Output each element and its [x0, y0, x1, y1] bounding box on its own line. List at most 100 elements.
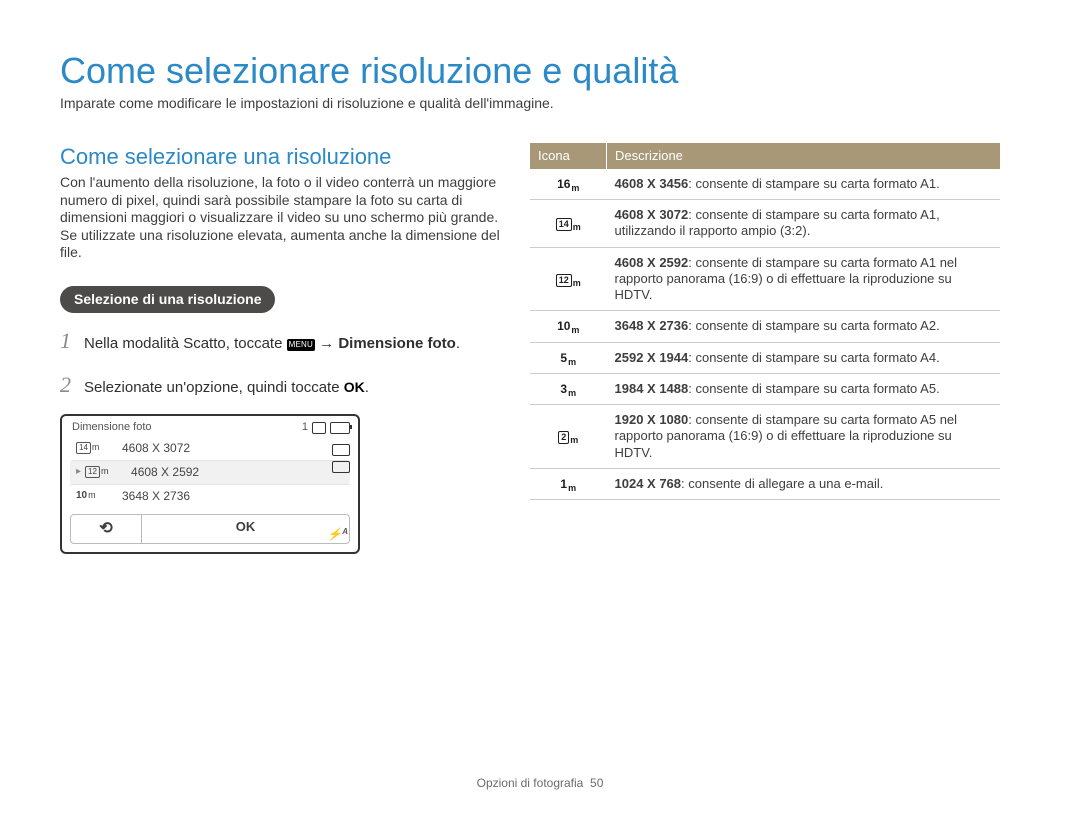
body-text: Con l'aumento della risoluzione, la foto…	[60, 174, 500, 262]
resolution-desc: : consente di stampare su carta formato …	[688, 350, 939, 365]
resolution-icon: 3m	[560, 382, 576, 397]
table-row: 14m4608 X 3072: consente di stampare su …	[530, 200, 1000, 248]
section-title: Come selezionare una risoluzione	[60, 143, 500, 171]
mode-icon	[332, 444, 350, 456]
res-main: 12	[85, 466, 100, 478]
screenshot-status: 1	[302, 421, 350, 435]
mode-icon	[332, 461, 350, 473]
desc-cell: 1024 X 768: consente di allegare a una e…	[607, 468, 1001, 499]
step-pre: Nella modalità Scatto, toccate	[84, 335, 287, 352]
res-sfx: m	[570, 435, 578, 446]
res-sfx: m	[573, 222, 581, 233]
res-sfx: m	[92, 442, 100, 453]
res-sfx: m	[568, 357, 576, 368]
resolution-table: Icona Descrizione 16m4608 X 3456: consen…	[530, 143, 1000, 501]
res-main: 5	[560, 351, 567, 366]
table-row: 16m 4608 X 3456: consente di stampare su …	[530, 169, 1000, 200]
resolution-icon: 16m	[557, 177, 579, 192]
icon-cell: 16m	[530, 169, 607, 200]
resolution-desc: : consente di stampare su carta formato …	[688, 318, 939, 333]
step-end: .	[365, 379, 369, 396]
row-label: 4608 X 3072	[122, 441, 190, 456]
icon-cell: 2m	[530, 405, 607, 469]
res-main: 16	[557, 177, 570, 192]
resolution-icon: 14m	[556, 218, 581, 231]
sd-icon	[312, 422, 326, 434]
header-icon: Icona	[530, 143, 607, 169]
icon-cell: 1m	[530, 468, 607, 499]
res-main: 14	[556, 218, 572, 231]
screenshot-row[interactable]: 14m 4608 X 3072	[70, 437, 350, 460]
res-sfx: m	[571, 325, 579, 336]
step-2: 2 Selezionate un'opzione, quindi toccate…	[60, 371, 500, 399]
icon-cell: 14m	[530, 200, 607, 248]
table-row: 1m 1024 X 768: consente di allegare a una…	[530, 468, 1000, 499]
res-main: 3	[560, 382, 567, 397]
section-pill: Selezione di una risoluzione	[60, 286, 275, 314]
res-main: 10	[557, 319, 570, 334]
res-main: 14	[76, 442, 91, 454]
icon-cell: 5m	[530, 342, 607, 373]
step-end: .	[456, 335, 460, 352]
resolution-desc: : consente di stampare su carta formato …	[688, 381, 939, 396]
table-row: 3m 1984 X 1488: consente di stampare su c…	[530, 373, 1000, 404]
desc-cell: 2592 X 1944: consente di stampare su car…	[607, 342, 1001, 373]
icon-cell: 3m	[530, 373, 607, 404]
row-label: 4608 X 2592	[131, 465, 199, 480]
step-text: Selezionate un'opzione, quindi toccate O…	[84, 379, 369, 398]
resolution-icon: 12m	[85, 466, 121, 478]
resolution-value: 1024 X 768	[615, 476, 682, 491]
table-row: 10m 3648 X 2736: consente di stampare su …	[530, 311, 1000, 342]
screenshot-panel: Dimensione foto 1 14m	[60, 414, 360, 554]
footer-label: Opzioni di fotografia	[477, 776, 584, 790]
header-desc: Descrizione	[607, 143, 1001, 169]
resolution-icon: 10m	[76, 490, 112, 503]
desc-cell: 4608 X 3456: consente di stampare su car…	[607, 169, 1001, 200]
resolution-value: 2592 X 1944	[615, 350, 689, 365]
resolution-icon: 14m	[76, 442, 112, 454]
table-row: 5m 2592 X 1944: consente di stampare su c…	[530, 342, 1000, 373]
ok-button[interactable]: OK	[142, 515, 349, 543]
desc-cell: 3648 X 2736: consente di stampare su car…	[607, 311, 1001, 342]
res-main: 1	[560, 477, 567, 492]
columns: Come selezionare una risoluzione Con l'a…	[60, 143, 1020, 554]
screenshot-side-icons	[332, 444, 350, 473]
screenshot-row-selected[interactable]: 12m 4608 X 2592	[70, 460, 350, 484]
resolution-value: 4608 X 2592	[615, 255, 689, 270]
screenshot-row[interactable]: 10m 3648 X 2736	[70, 484, 350, 508]
step-pre: Selezionate un'opzione, quindi toccate	[84, 379, 344, 396]
desc-cell: 1920 X 1080: consente di stampare su car…	[607, 405, 1001, 469]
resolution-icon: 5m	[560, 351, 576, 366]
icon-cell: 10m	[530, 311, 607, 342]
page: Come selezionare risoluzione e qualità I…	[0, 0, 1080, 815]
shot-count: 1	[302, 421, 308, 435]
screenshot-footer: ⟲ OK	[70, 514, 350, 544]
resolution-icon: 2m	[558, 431, 578, 444]
table-row: 12m4608 X 2592: consente di stampare su …	[530, 247, 1000, 311]
resolution-value: 3648 X 2736	[615, 318, 689, 333]
footer-page: 50	[590, 776, 603, 790]
resolution-value: 1984 X 1488	[615, 381, 689, 396]
res-sfx: m	[568, 483, 576, 494]
left-column: Come selezionare una risoluzione Con l'a…	[60, 143, 530, 554]
step-number: 2	[60, 371, 84, 399]
table-header-row: Icona Descrizione	[530, 143, 1000, 169]
res-sfx: m	[571, 183, 579, 194]
step-arrow: →	[315, 335, 338, 352]
main-title: Come selezionare risoluzione e qualità	[60, 48, 1020, 93]
resolution-desc: : consente di stampare su carta formato …	[688, 176, 939, 191]
flash-icon: ⚡A	[327, 527, 348, 542]
back-button[interactable]: ⟲	[71, 515, 142, 543]
screenshot-list: 14m 4608 X 3072 12m 4608 X 2592 10m	[62, 437, 358, 508]
res-main: 2	[558, 431, 569, 444]
res-sfx: m	[573, 278, 581, 289]
table-row: 2m 1920 X 1080: consente di stampare su c…	[530, 405, 1000, 469]
res-sfx: m	[88, 490, 96, 501]
step-1: 1 Nella modalità Scatto, toccate MENU → …	[60, 327, 500, 355]
resolution-icon: 1m	[560, 477, 576, 492]
resolution-icon: 10m	[557, 319, 579, 334]
step-number: 1	[60, 327, 84, 355]
menu-icon: MENU	[287, 339, 315, 351]
screenshot-header: Dimensione foto 1	[62, 416, 358, 437]
resolution-value: 4608 X 3456	[615, 176, 689, 191]
